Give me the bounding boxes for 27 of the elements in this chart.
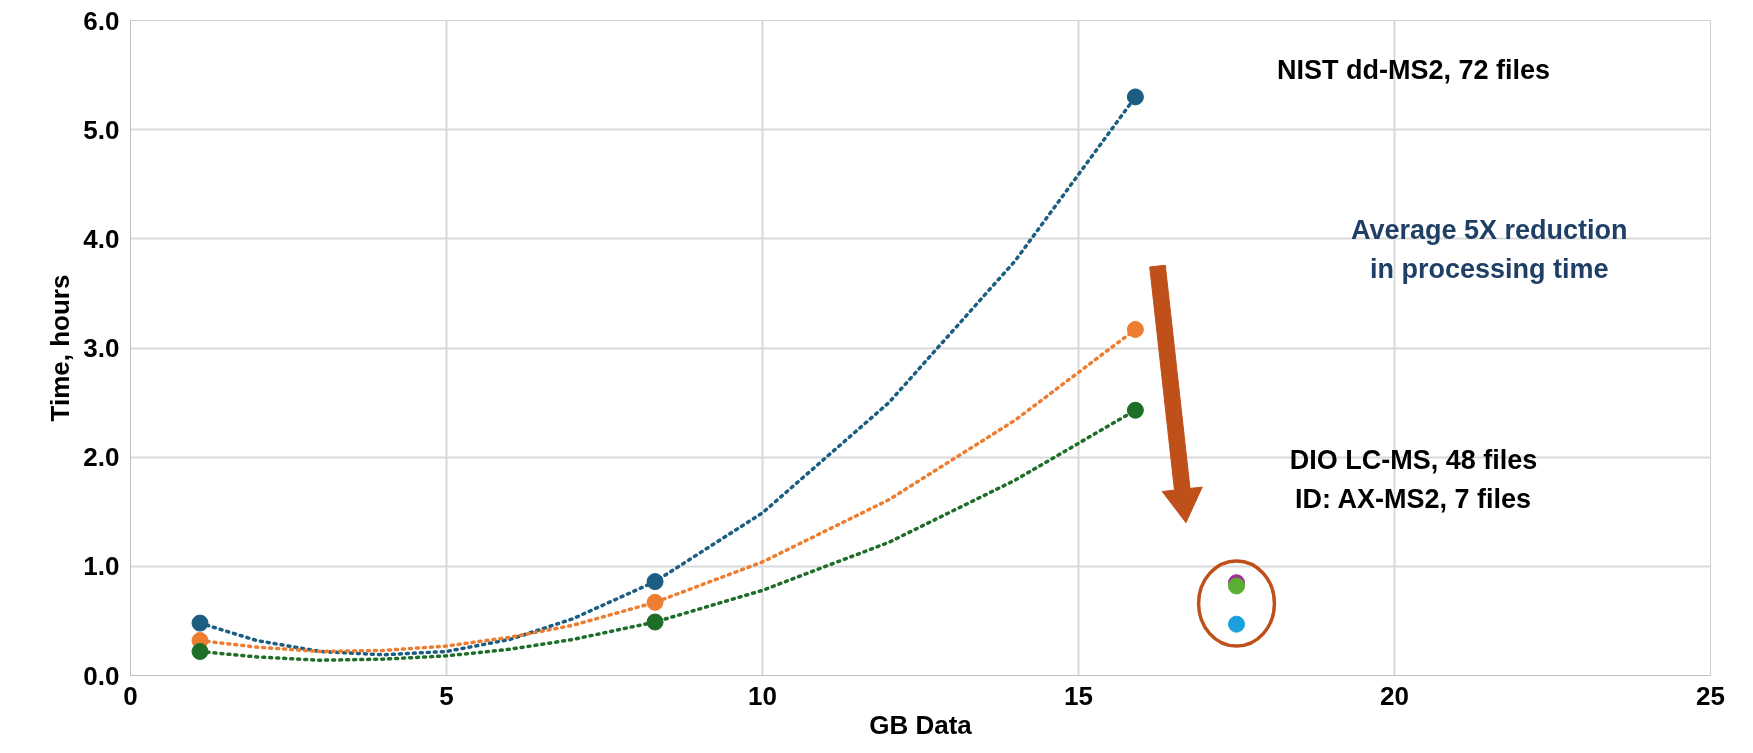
point [646,593,664,611]
point [646,573,664,591]
x-tick-label: 10 [748,680,777,711]
y-tick-label: 4.0 [83,223,120,254]
y-tick-label: 6.0 [83,5,120,36]
point [191,614,209,632]
x-tick-label: 0 [123,680,138,711]
y-axis-title: Time, hours [45,274,76,422]
x-tick-label: 20 [1380,680,1409,711]
y-tick-label: 3.0 [83,333,120,363]
point [1126,88,1144,106]
point [191,643,209,660]
x-tick-label: 5 [439,680,454,711]
annotation: NIST dd-MS2, 72 files [1276,54,1550,85]
point [1126,320,1144,338]
y-tick-label: 0.0 [83,660,120,691]
annotation: Average 5X reduction in processing time [1351,215,1628,285]
x-tick-label: 25 [1696,680,1725,711]
point [1126,401,1144,419]
x-axis-title: GB Data [869,709,973,740]
x-tick-label: 15 [1064,680,1093,711]
annotation: DIO LC-MS, 48 files ID: AX-MS2, 7 files [1289,444,1538,514]
point [646,613,664,631]
y-tick-label: 2.0 [83,442,120,473]
y-tick-label: 5.0 [83,114,120,145]
y-tick-label: 1.0 [83,551,120,582]
point [1228,615,1245,633]
